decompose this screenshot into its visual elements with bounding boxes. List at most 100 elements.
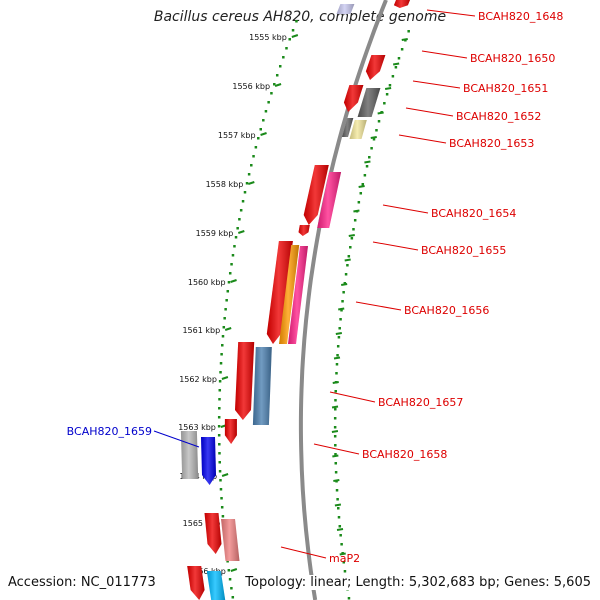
scale-tick-label: 1563 kbp bbox=[178, 423, 216, 432]
gene-label[interactable]: BCAH820_1651 bbox=[463, 82, 548, 95]
track-tick bbox=[338, 307, 345, 311]
forward-track-dot bbox=[350, 237, 354, 240]
forward-track-dot bbox=[353, 219, 357, 222]
gene-feature-shading bbox=[221, 519, 240, 561]
scale-dot bbox=[228, 578, 232, 581]
scale-tick-label: 1560 kbp bbox=[188, 278, 226, 287]
scale-dot bbox=[288, 38, 291, 41]
forward-track-dot bbox=[337, 507, 340, 510]
gene-features[interactable] bbox=[180, 0, 410, 600]
track-tick bbox=[333, 479, 340, 482]
gene-feature-shading bbox=[336, 4, 355, 14]
label-leader-line bbox=[313, 443, 360, 455]
scale-dot bbox=[220, 506, 224, 509]
forward-track-dot bbox=[333, 417, 337, 420]
scale-tick-label: 1565 kbp bbox=[183, 519, 221, 528]
scale-tick bbox=[230, 279, 237, 283]
forward-track-dot bbox=[340, 309, 343, 312]
scale-dot bbox=[218, 407, 221, 410]
gene-feature-shading bbox=[349, 120, 367, 139]
gene-label[interactable]: BCAH820_1652 bbox=[456, 110, 541, 123]
gene-label[interactable]: BCAH820_1648 bbox=[478, 10, 563, 23]
label-leader-line bbox=[421, 50, 468, 59]
scale-dot bbox=[219, 488, 223, 491]
gene-label[interactable]: BCAH820_1655 bbox=[421, 244, 506, 257]
forward-track-dot bbox=[339, 318, 342, 321]
forward-track-dot bbox=[375, 129, 378, 132]
label-leader-line bbox=[329, 391, 376, 403]
scale-dot bbox=[236, 227, 239, 230]
scale-dot bbox=[226, 560, 229, 563]
gene-label[interactable]: BCAH820_1654 bbox=[431, 207, 516, 220]
forward-track-dot bbox=[347, 255, 351, 258]
track-tick bbox=[332, 454, 339, 458]
scale-dot bbox=[257, 137, 260, 140]
scale-dot bbox=[238, 218, 241, 221]
track-tick bbox=[377, 111, 384, 115]
scale-tick bbox=[224, 327, 232, 331]
scale-dot bbox=[231, 596, 235, 599]
forward-track-dot bbox=[365, 165, 369, 168]
forward-track-dot bbox=[336, 345, 340, 348]
scale-dot bbox=[217, 416, 221, 419]
gene-feature-shading bbox=[343, 85, 364, 112]
scale-dot bbox=[225, 299, 228, 302]
gene-feature-shading bbox=[201, 437, 216, 485]
label-leader-line bbox=[405, 107, 454, 117]
scale-dot bbox=[217, 425, 221, 428]
forward-track-dot bbox=[334, 390, 337, 393]
scale-dot bbox=[285, 47, 288, 50]
gene-labels[interactable]: BCAH820_1648 BCAH820_1650 BCAH820_1651 BCAH… bbox=[67, 9, 564, 565]
forward-track-dot bbox=[357, 201, 361, 204]
scale-dot bbox=[217, 434, 221, 437]
gene-label[interactable]: BCAH820_1653 bbox=[449, 137, 534, 150]
scale-tick-label: 1558 kbp bbox=[206, 180, 244, 189]
scale-dot bbox=[278, 65, 282, 68]
scale-dot bbox=[254, 146, 258, 149]
scale-dot bbox=[259, 128, 263, 131]
gene-feature-shading bbox=[180, 431, 199, 479]
forward-track-dot bbox=[336, 498, 339, 501]
scale-dot bbox=[230, 587, 233, 590]
scale-dot bbox=[282, 56, 285, 59]
gene-label[interactable]: maP2 bbox=[329, 552, 360, 565]
track-tick bbox=[364, 160, 371, 164]
scale-dot bbox=[218, 443, 221, 446]
forward-track-dot bbox=[347, 597, 351, 600]
forward-track-dot bbox=[334, 399, 337, 402]
gene-feature-shading bbox=[393, 0, 410, 8]
scale-dot bbox=[243, 191, 247, 194]
scale-dot bbox=[221, 344, 224, 347]
forward-track-dot bbox=[334, 471, 338, 474]
scale-dot bbox=[275, 74, 279, 77]
gene-label[interactable]: BCAH820_1650 bbox=[470, 52, 555, 65]
forward-track-dot bbox=[340, 543, 343, 546]
forward-track-dot bbox=[370, 147, 373, 150]
scale-tick-label: 1556 kbp bbox=[232, 82, 270, 91]
scale-tick bbox=[274, 83, 282, 87]
gene-label[interactable]: BCAH820_1656 bbox=[404, 304, 489, 317]
map-title: Bacillus cereus AH820, complete genome bbox=[153, 9, 447, 25]
forward-track-dot bbox=[342, 561, 346, 564]
gene-label[interactable]: BCAH820_1657 bbox=[378, 396, 463, 409]
forward-track-dot bbox=[335, 489, 339, 492]
scale-dot bbox=[262, 119, 265, 122]
scale-tick bbox=[221, 376, 229, 380]
track-tick bbox=[341, 283, 348, 286]
track-tick bbox=[353, 209, 360, 213]
track-tick bbox=[331, 405, 339, 409]
scale-tick bbox=[221, 473, 229, 477]
gene-label[interactable]: BCAH820_1659 bbox=[67, 425, 152, 438]
forward-track-dot bbox=[359, 192, 363, 195]
scale-dot bbox=[245, 182, 249, 185]
label-leader-line bbox=[426, 9, 476, 17]
gene-label[interactable]: BCAH820_1658 bbox=[362, 448, 447, 461]
label-leader-line bbox=[398, 134, 447, 144]
scale-dot bbox=[233, 245, 236, 248]
gene-feature-shading bbox=[303, 165, 329, 225]
scale-dot bbox=[264, 110, 268, 113]
scale-dot bbox=[220, 353, 223, 356]
forward-track-dot bbox=[372, 138, 376, 141]
gene-feature-shading bbox=[266, 241, 293, 344]
